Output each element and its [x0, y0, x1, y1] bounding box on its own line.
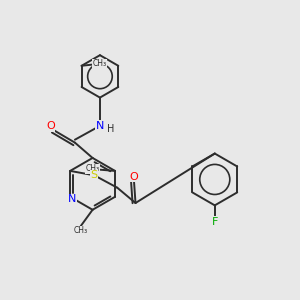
Text: CH₃: CH₃ [73, 226, 87, 235]
Text: S: S [91, 170, 98, 180]
Text: N: N [96, 121, 104, 131]
Text: CH₃: CH₃ [86, 164, 100, 173]
Text: H: H [107, 124, 115, 134]
Text: N: N [68, 194, 77, 204]
Text: CH₃: CH₃ [92, 59, 106, 68]
Text: O: O [46, 121, 55, 131]
Text: O: O [130, 172, 138, 182]
Text: F: F [212, 217, 218, 226]
